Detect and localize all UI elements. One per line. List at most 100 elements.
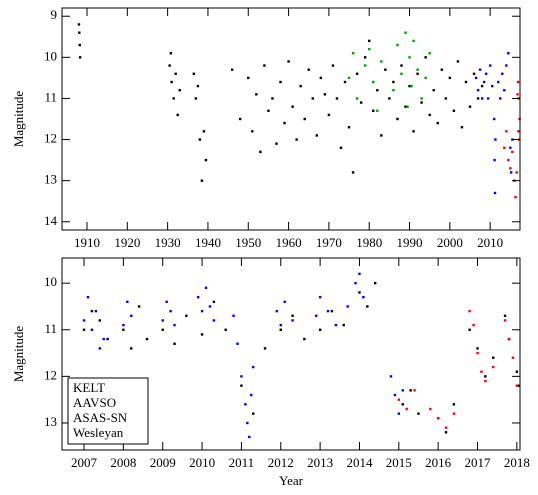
y-tick-label: 14 [44,213,58,228]
point [472,323,475,327]
point [192,72,196,75]
point [428,52,431,55]
point [78,43,81,47]
plot-frame [61,257,521,451]
point [505,130,508,133]
point [509,171,513,174]
point [178,89,181,92]
point [102,337,105,341]
point [240,384,243,387]
y-tick-label: 12 [44,367,57,382]
point [259,150,262,154]
x-tick-label: 2011 [229,455,255,470]
point [339,146,343,149]
point [363,64,367,67]
legend-label: KELT [73,380,105,395]
point [503,89,506,92]
point [484,72,488,75]
point [413,389,416,392]
point [161,328,164,331]
point [404,31,407,34]
point [232,314,235,317]
y-tick-label: 10 [44,48,57,63]
point [516,93,519,96]
point [169,309,172,313]
point [480,370,483,373]
point [472,72,476,75]
point [412,39,415,43]
y-tick-label: 13 [44,172,57,187]
point [452,412,456,415]
point [476,89,480,92]
point [169,52,173,55]
point [90,328,94,331]
point [355,72,359,75]
point [482,80,486,84]
point [476,97,480,100]
point [319,76,323,80]
point [358,272,361,276]
point [400,64,403,67]
point [263,347,267,350]
point [170,80,173,84]
point [196,84,200,88]
x-axis-label: Year [279,473,304,488]
point [230,68,234,71]
x-tick-label: 2000 [437,235,463,250]
point [334,323,338,327]
x-tick-label: 1960 [276,235,302,250]
point [448,76,452,80]
point [291,319,294,322]
point [342,323,345,327]
point [499,97,502,100]
point [374,281,377,285]
point [409,389,412,392]
point [196,295,200,299]
y-tick-label: 9 [51,7,58,22]
point [384,68,387,71]
point [397,398,401,401]
legend-label: ASAS-SN [73,410,128,425]
point [490,84,494,88]
point [452,109,456,112]
point [208,305,212,308]
point [515,171,518,174]
point [291,105,294,108]
x-tick-label: 2010 [189,455,215,470]
point [380,60,383,63]
point [428,113,431,117]
point [323,93,327,96]
x-tick-label: 1980 [356,235,382,250]
point [202,130,206,133]
point [507,158,510,162]
point [372,80,375,84]
point [77,23,81,26]
point [86,295,90,299]
point [287,60,290,63]
point [503,319,507,322]
point [420,97,423,100]
point [493,158,496,162]
point [509,167,512,170]
point [440,68,443,71]
point [351,52,355,55]
y-tick-label: 10 [44,274,57,289]
x-tick-label: 1990 [397,235,423,250]
point [130,314,133,317]
point [194,97,198,100]
point [405,407,408,411]
point [176,113,179,117]
point [406,105,409,108]
point [362,295,365,299]
y-tick-label: 11 [44,321,57,336]
point [174,72,177,75]
legend-label: AAVSO [73,395,116,410]
point [517,384,521,387]
point [389,375,393,378]
point [78,31,81,34]
y-tick-label: 11 [44,89,57,104]
point [492,365,495,369]
x-tick-label: 1930 [155,235,181,250]
point [412,130,415,133]
point [78,56,82,59]
